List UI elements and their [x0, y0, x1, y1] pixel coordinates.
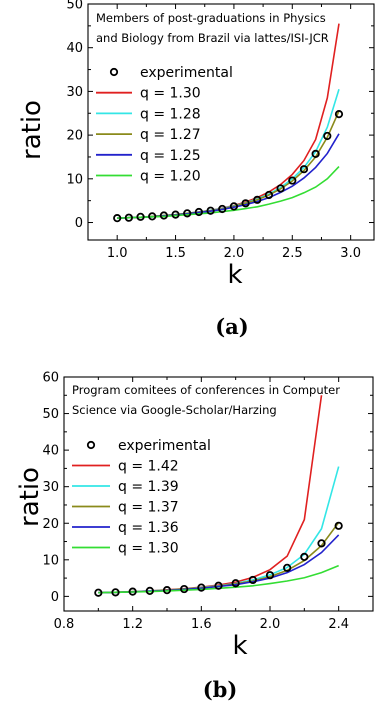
legend-label-4: q = 1.25 — [140, 148, 201, 164]
y-tick-label: 20 — [66, 129, 83, 144]
experimental-point — [183, 209, 192, 218]
experimental-point — [241, 199, 250, 208]
y-tick-label: 40 — [66, 41, 83, 56]
experimental-point — [113, 214, 122, 223]
experimental-point — [128, 587, 137, 596]
legend-marker-experimental — [86, 440, 96, 450]
experimental-point — [206, 206, 215, 215]
plot-frame — [87, 3, 375, 241]
chart-panel-1: 0 10 20 30 40 50 1.0 1.5 2.0 2.5 3.0 k ratio Members … — [17, 0, 375, 339]
y-tick-label: 0 — [75, 216, 83, 231]
panel-caption: (a) — [215, 314, 248, 339]
experimental-point — [300, 552, 309, 561]
experimental-point — [283, 563, 292, 572]
y-axis-title: ratio — [17, 100, 47, 160]
x-tick-label: 1.2 — [122, 617, 143, 632]
experimental-point — [334, 110, 344, 119]
experimental-point — [214, 581, 223, 590]
chart-panel-2: 0 10 20 30 40 50 60 0.8 1.2 1.6 2.0 2.4 k ratio Progra… — [15, 371, 374, 702]
plot-area — [94, 395, 343, 597]
experimental-point — [159, 211, 168, 220]
experimental-point — [111, 588, 120, 597]
y-tick-label: 30 — [42, 480, 59, 495]
x-tick-label: 1.0 — [107, 246, 128, 261]
experimental-point — [148, 212, 157, 221]
legend-label-2: q = 1.39 — [118, 479, 179, 495]
y-tick-label: 10 — [66, 172, 83, 187]
experimental-point — [162, 586, 172, 595]
x-tick-label: 1.5 — [165, 246, 186, 261]
series-line-5 — [117, 166, 340, 219]
experimental-point — [299, 165, 309, 174]
experimental-point — [323, 131, 332, 141]
x-axis-title: k — [232, 631, 247, 661]
experimental-point — [334, 521, 343, 530]
experimental-point — [180, 584, 189, 594]
annotation-line-2: Science via Google-Scholar/Harzing — [72, 403, 277, 417]
legend-label-4: q = 1.36 — [118, 520, 179, 536]
y-tick-label: 0 — [51, 590, 59, 605]
annotation-line-2: and Biology from Brazil via lattes/ISI-J… — [96, 31, 329, 45]
experimental-point — [276, 184, 285, 193]
experimental-point — [288, 176, 297, 185]
experimental-point — [229, 202, 239, 211]
experimental-point — [94, 588, 103, 597]
x-tick-label: 2.0 — [260, 617, 281, 632]
experimental-point — [171, 210, 180, 219]
experimental-point — [197, 583, 206, 592]
legend-label-2: q = 1.28 — [140, 106, 201, 122]
y-tick-label: 50 — [66, 0, 83, 13]
plot-area — [113, 23, 344, 223]
experimental-point — [231, 579, 240, 588]
experimental-point — [136, 212, 145, 221]
legend-label-3: q = 1.37 — [118, 500, 179, 516]
x-tick-label: 1.6 — [191, 617, 212, 632]
legend-label-1: q = 1.30 — [140, 86, 201, 102]
y-tick-label: 60 — [42, 371, 59, 386]
y-tick-label: 20 — [42, 517, 59, 532]
legend-label-3: q = 1.27 — [140, 127, 201, 143]
x-tick-label: 2.4 — [328, 617, 349, 632]
x-tick-label: 2.0 — [224, 246, 245, 261]
panel-caption: (b) — [203, 677, 238, 702]
legend-label-5: q = 1.30 — [118, 541, 179, 557]
x-axis-title: k — [227, 260, 242, 290]
legend-label-1: q = 1.42 — [118, 459, 179, 475]
annotation-line-1: Program comitees of conferences in Compu… — [72, 383, 340, 397]
y-tick-label: 30 — [66, 85, 83, 100]
y-tick-label: 50 — [42, 407, 59, 422]
x-tick-label: 2.5 — [282, 246, 303, 261]
legend-marker-experimental — [109, 67, 119, 77]
x-tick-label: 3.0 — [340, 246, 361, 261]
experimental-point — [218, 204, 227, 214]
experimental-point — [265, 571, 275, 580]
experimental-point — [317, 539, 326, 548]
legend-label-experimental: experimental — [140, 65, 233, 81]
experimental-point — [124, 213, 133, 222]
legend-label-experimental: experimental — [118, 438, 211, 454]
experimental-point — [264, 190, 274, 200]
y-axis-title: ratio — [15, 467, 45, 527]
legend: experimental q = 1.42 q = 1.39 q = 1.37 q = … — [72, 438, 211, 557]
annotation-line-1: Members of post-graduations in Physics — [96, 11, 326, 25]
plot-frame — [63, 376, 374, 612]
x-tick-label: 0.8 — [54, 617, 75, 632]
legend: experimental q = 1.30 q = 1.28 q = 1.27 q = … — [96, 65, 233, 185]
experimental-point — [248, 575, 257, 585]
y-tick-label: 10 — [42, 553, 59, 568]
legend-label-5: q = 1.20 — [140, 169, 201, 185]
y-tick-label: 40 — [42, 444, 59, 459]
experimental-point — [194, 207, 203, 217]
experimental-point — [145, 586, 154, 595]
experimental-point — [253, 195, 262, 204]
experimental-point — [311, 149, 320, 159]
